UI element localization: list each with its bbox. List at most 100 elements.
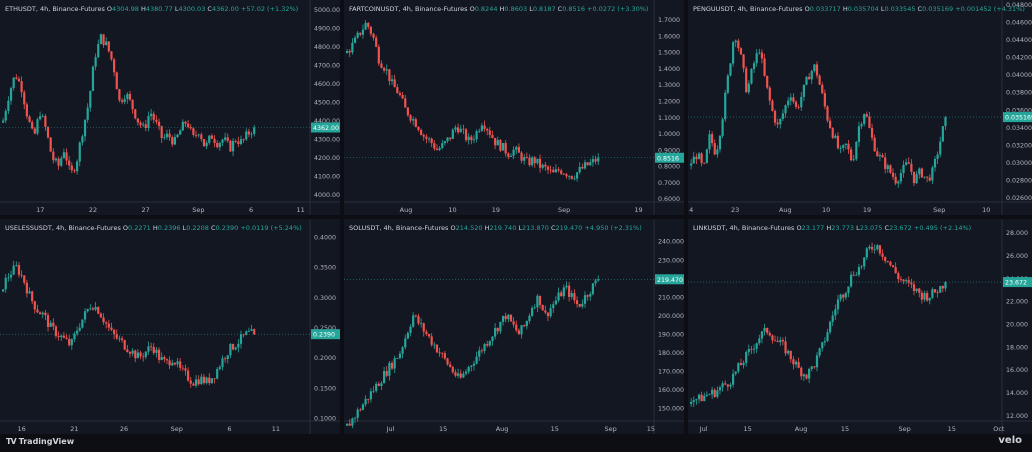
candle-body [449,364,452,368]
candle-body [920,292,923,300]
candle-body [454,372,457,376]
candle-body [836,299,840,310]
chart-panel-fartcoinusdt[interactable]: FARTCOINUSDT, 4h, Binance-Futures O0.824… [344,0,684,215]
y-tick-label: 0.3500 [314,265,336,272]
candle-body [708,394,711,396]
candle-body [747,83,750,93]
candle-body [570,293,573,297]
candle-body [54,158,58,161]
high-value: 0.2396 [157,224,183,232]
tradingview-label: TradingView [18,437,75,446]
candle-body [52,322,55,327]
candle-body [562,173,565,175]
last-price-tag [311,329,340,340]
tradingview-logo[interactable]: TV TradingView [6,437,74,446]
candle-body [430,138,433,144]
candle-body [205,377,208,384]
candle-body [367,398,370,400]
last-price-tag [311,122,340,133]
candle-body [136,118,140,123]
candle-body [390,362,394,369]
candle-body [62,335,65,338]
candle-body [808,368,811,379]
candle-body [417,315,420,324]
chart-canvas[interactable]: 28.00026.00024.00022.00020.00018.00016.0… [688,219,1032,434]
candle-body [36,309,39,313]
chart-header: LINKUSDT, 4h, Binance-Futures O23.177 H2… [693,224,971,232]
candle-body [147,346,150,352]
candle-body [894,176,897,184]
chart-canvas[interactable]: 0.4000 0.3500 0.3000 0.2500 0.2000 0.1500 0.10… [0,219,340,434]
close-label: C [207,5,212,13]
candle-body [944,117,947,127]
candle-body [589,293,592,297]
y-tick-label: 1.2000 [658,99,680,106]
close-label: C [557,5,563,13]
candle-body [239,334,243,344]
candle-body [873,249,876,251]
chart-panel-solusdt[interactable]: SOLUSDT, 4h, Binance-Futures O214.520 H2… [344,219,684,434]
y-tick-label: 0.1000 [314,415,336,422]
candle-body [25,282,28,294]
candle-body [546,166,550,170]
candle-body [523,325,526,327]
chart-canvas[interactable]: 240.000230.000220.000210.000200.000190.0… [344,219,684,434]
candle-body [451,129,454,139]
chart-panel-linkusdt[interactable]: LINKUSDT, 4h, Binance-Futures O23.177 H2… [688,219,1032,434]
candle-body [586,162,589,166]
candle-body [157,349,161,360]
chart-canvas[interactable]: 1.7000 1.6000 1.5000 1.4000 1.3000 1.2000 1.10… [344,0,684,215]
candle-body [771,100,774,111]
candle-body [168,133,171,138]
y-tick-label: 0.4000 [314,235,336,242]
candle-body [152,113,155,120]
candle-body [876,151,879,157]
candle-body [575,172,579,179]
candle-body [155,349,158,353]
x-tick-label: 11 [272,425,280,433]
candle-body [163,357,166,360]
candle-body [388,69,391,82]
candle-body [210,135,214,139]
candle-body [475,356,478,364]
y-tick-label: 0.2500 [314,325,336,332]
candle-body [766,327,769,333]
candle-body [918,288,921,293]
candle-body [700,153,703,163]
velo-logo[interactable]: velo [998,435,1022,446]
candle-body [905,280,908,282]
candle-body [250,133,253,135]
chart-panel-penguusdt[interactable]: PENGUUSDT, 4h, Binance-Futures O0.033717… [688,0,1032,215]
candle-body [724,92,727,120]
symbol-label: FARTCOINUSDT, 4h, Binance-Futures [349,5,470,13]
candle-body [758,338,761,344]
y-tick-label: 1.1000 [658,115,680,122]
candle-body [78,142,81,162]
candle-body [446,358,449,365]
candle-body [899,173,903,182]
candle-body [139,352,142,357]
candle-body [229,343,232,356]
candle-body [126,93,129,99]
candle-body [494,137,497,146]
chart-panel-uselessusdt[interactable]: USELESSUSDT, 4h, Binance-Futures O0.2271… [0,219,340,434]
chart-canvas[interactable]: 5000.00 4900.00 4800.00 4700.00 4600.00 4500.… [0,0,340,215]
low-label: L [529,5,533,13]
candle-body [737,40,740,49]
candle-body [568,285,571,297]
chart-panel-ethusdt[interactable]: ETHUSDT, 4h, Binance-Futures O4304.98 H4… [0,0,340,215]
candle-body [115,72,118,90]
candle-body [794,101,798,107]
candle-body [726,384,729,387]
candle-body [844,293,847,298]
change-value: +0.0272 (+3.30%) [587,5,649,13]
candle-body [245,331,248,335]
candle-body [488,130,491,135]
candle-body [49,322,52,327]
y-tick-label: 14.000 [1006,390,1028,397]
